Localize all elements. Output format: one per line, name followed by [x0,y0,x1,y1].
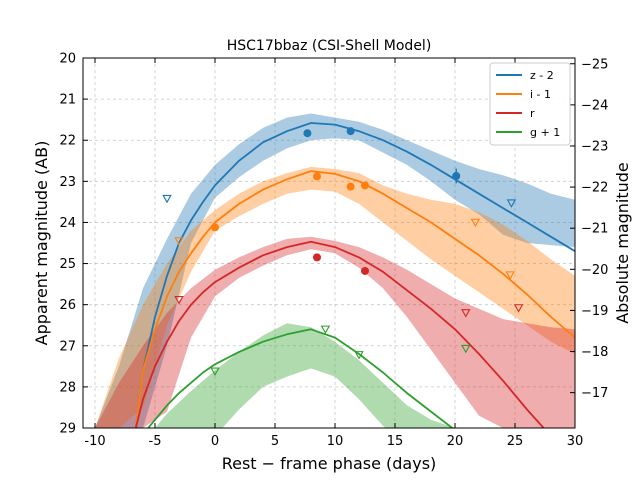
plot-frame [82,57,576,429]
x-tick-label: 30 [567,434,584,449]
y2-tick-label: −24 [581,98,608,113]
y-tick-label: 25 [59,257,76,272]
upper-limit-marker-i-1 [174,237,184,246]
chart-title: HSC17bbaz (CSI-Shell Model) [227,38,432,54]
y2-tick-label: −17 [581,386,608,401]
upper-limit-marker-i-1 [505,271,515,280]
y-tick-label: 24 [59,216,76,231]
y2-tick-label: −19 [581,304,608,319]
x-tick-label: 0 [211,434,219,449]
legend-label-i-1: i - 1 [530,88,551,101]
x-tick-label: -10 [84,434,105,449]
detection-point-r [361,266,369,275]
y-tick-label: 28 [59,380,76,395]
y-tick-label: 29 [59,422,76,437]
legend-label-r: r [530,107,535,120]
x-axis-title: Rest − frame phase (days) [222,454,437,473]
y-tick-label: 20 [59,52,76,67]
x-tick-label: 10 [327,434,344,449]
upper-limit-marker-r [461,309,471,318]
y-tick-label: 23 [59,175,76,190]
y-tick-label: 21 [59,93,76,108]
model-line-i-1 [134,170,575,428]
upper-limit-marker-z-2 [162,194,172,204]
x-tick-label: -5 [149,434,162,449]
upper-limit-marker-g-1 [320,325,331,335]
y2-tick-label: −25 [581,57,608,72]
band-i-1 [95,166,575,428]
x-tick-label: 15 [387,434,404,449]
detection-point-i-1 [361,181,369,190]
x-axis-ticks: -10 -5 0 5 10 15 20 25 30 [84,58,583,449]
upper-limit-marker-r [174,295,184,305]
y2-tick-label: −18 [581,345,608,360]
model-line-r [134,240,545,428]
detection-point-i-1 [346,182,355,191]
detection-point-z-2 [346,127,355,136]
y2-axis-title: Absolute magnitude [613,162,632,324]
legend-label-z-2: z - 2 [530,69,554,82]
y-tick-label: 22 [59,134,76,149]
detection-point-z-2 [452,171,461,180]
band-z-2 [95,113,575,428]
x-tick-label: 25 [507,434,524,449]
model-line-z-2 [134,122,575,428]
x-tick-label: 20 [447,434,464,449]
upper-limit-marker-g-1 [354,351,364,360]
y2-tick-label: −21 [581,222,608,237]
model-line-g-1 [146,328,454,428]
band-g-1 [155,323,455,428]
legend: z - 2 i - 1 r g + 1 [489,62,571,146]
y-axis-title: Apparent magnitude (AB) [32,141,51,346]
x-tick-label: 5 [271,434,279,449]
uncertainty-bands [95,113,575,428]
upper-limit-marker-g-1 [461,344,471,354]
detection-point-z-2 [303,129,312,138]
legend-label-g-1: g + 1 [530,126,560,139]
y2-tick-label: −22 [581,181,608,196]
detection-point-i-1 [313,172,321,181]
upper-limit-marker-r [513,304,524,313]
right-y-axis-ticks: −17 −18 −19 −20 −21 −22 −23 −24 −25 [570,57,608,401]
upper-limit-marker-z-2 [506,199,517,208]
y2-tick-label: −20 [581,263,608,278]
detection-point-i-1 [211,223,219,232]
band-r [95,236,575,428]
detection-point-r [313,253,321,262]
upper-limit-marker-i-1 [470,218,481,228]
observations [162,127,524,376]
model-curves [134,122,575,428]
legend-items: z - 2 i - 1 r g + 1 [496,69,560,139]
y2-tick-label: −23 [581,139,608,154]
left-y-axis-ticks: 20 21 22 23 24 25 26 27 28 29 [59,52,88,437]
legend-box [489,62,571,146]
y-tick-label: 27 [59,339,76,354]
upper-limit-marker-g-1 [210,367,220,376]
y-tick-label: 26 [59,298,76,313]
